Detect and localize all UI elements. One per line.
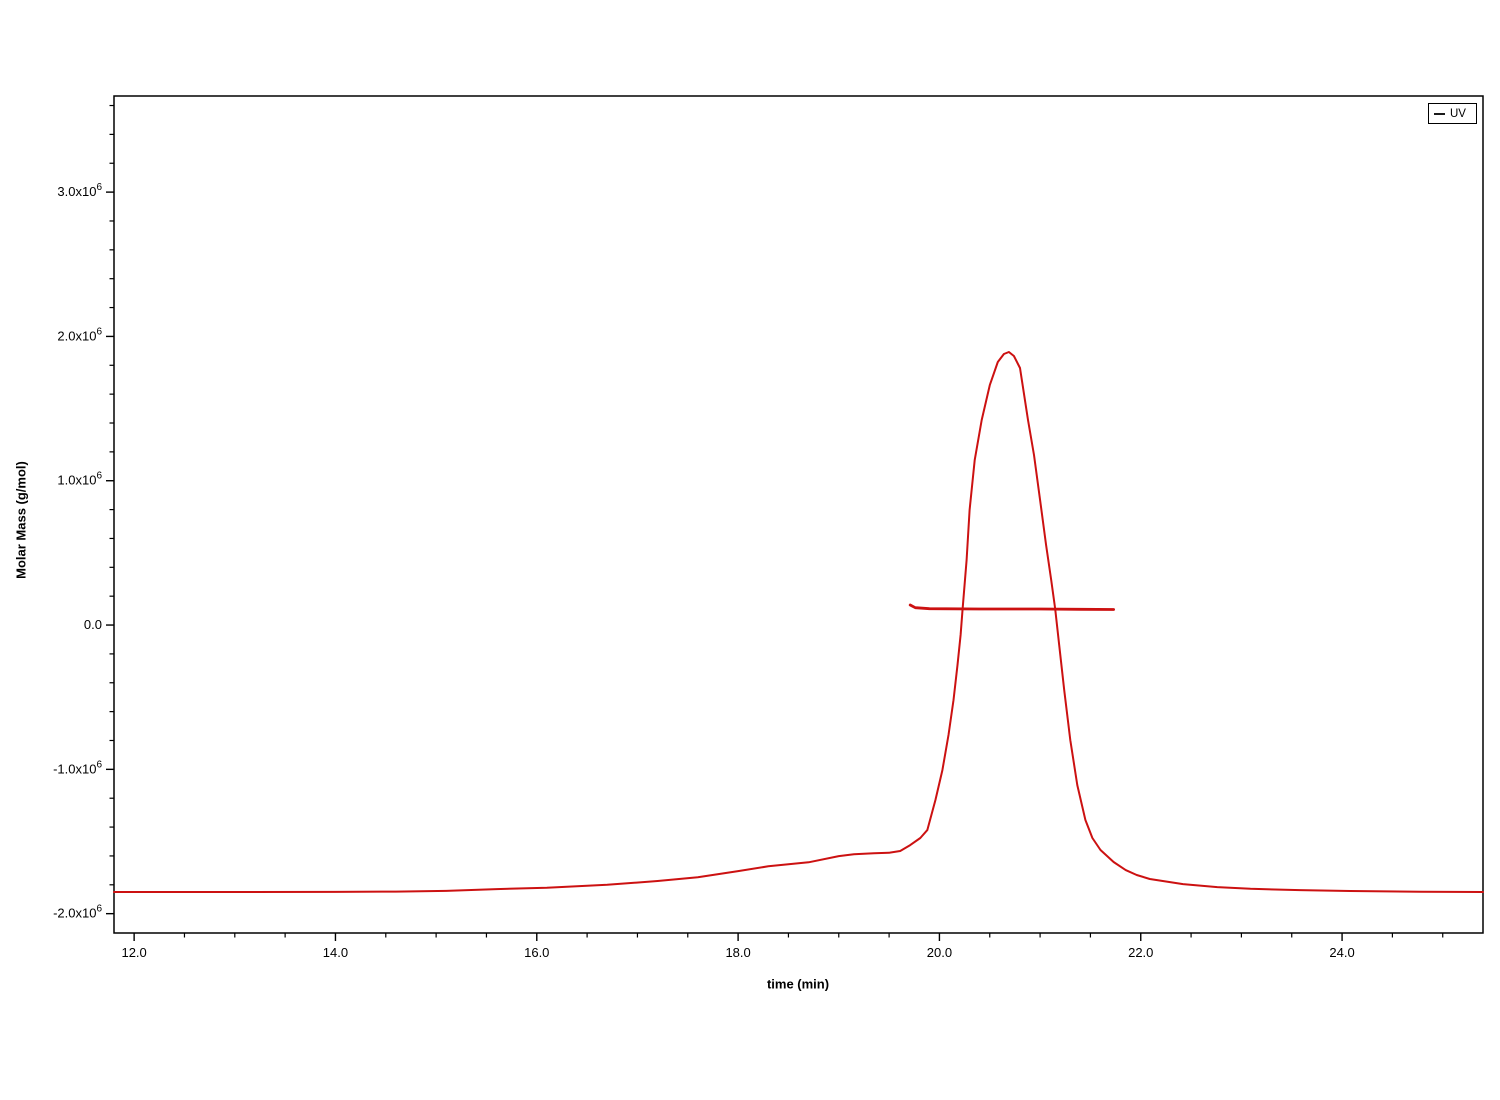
- svg-text:12.0: 12.0: [121, 945, 146, 960]
- svg-text:2.0x106: 2.0x106: [57, 326, 102, 343]
- svg-text:1.0x106: 1.0x106: [57, 471, 102, 488]
- svg-text:18.0: 18.0: [725, 945, 750, 960]
- svg-text:-1.0x106: -1.0x106: [53, 759, 102, 776]
- legend-label: UV: [1450, 107, 1466, 120]
- legend-line-swatch: [1434, 112, 1445, 115]
- svg-text:0.0: 0.0: [84, 617, 102, 632]
- svg-text:22.0: 22.0: [1128, 945, 1153, 960]
- y-axis-title: Molar Mass (g/mol): [13, 461, 29, 579]
- x-axis-title: time (min): [766, 976, 830, 992]
- svg-text:16.0: 16.0: [524, 945, 549, 960]
- svg-text:-2.0x106: -2.0x106: [53, 904, 102, 921]
- svg-text:20.0: 20.0: [927, 945, 952, 960]
- legend: UV: [1428, 103, 1477, 124]
- series-uv-trace: [113, 351, 1484, 893]
- svg-text:24.0: 24.0: [1329, 945, 1354, 960]
- series-molar-mass-across-peak: [908, 603, 1115, 611]
- svg-text:3.0x106: 3.0x106: [57, 182, 102, 199]
- svg-text:14.0: 14.0: [323, 945, 348, 960]
